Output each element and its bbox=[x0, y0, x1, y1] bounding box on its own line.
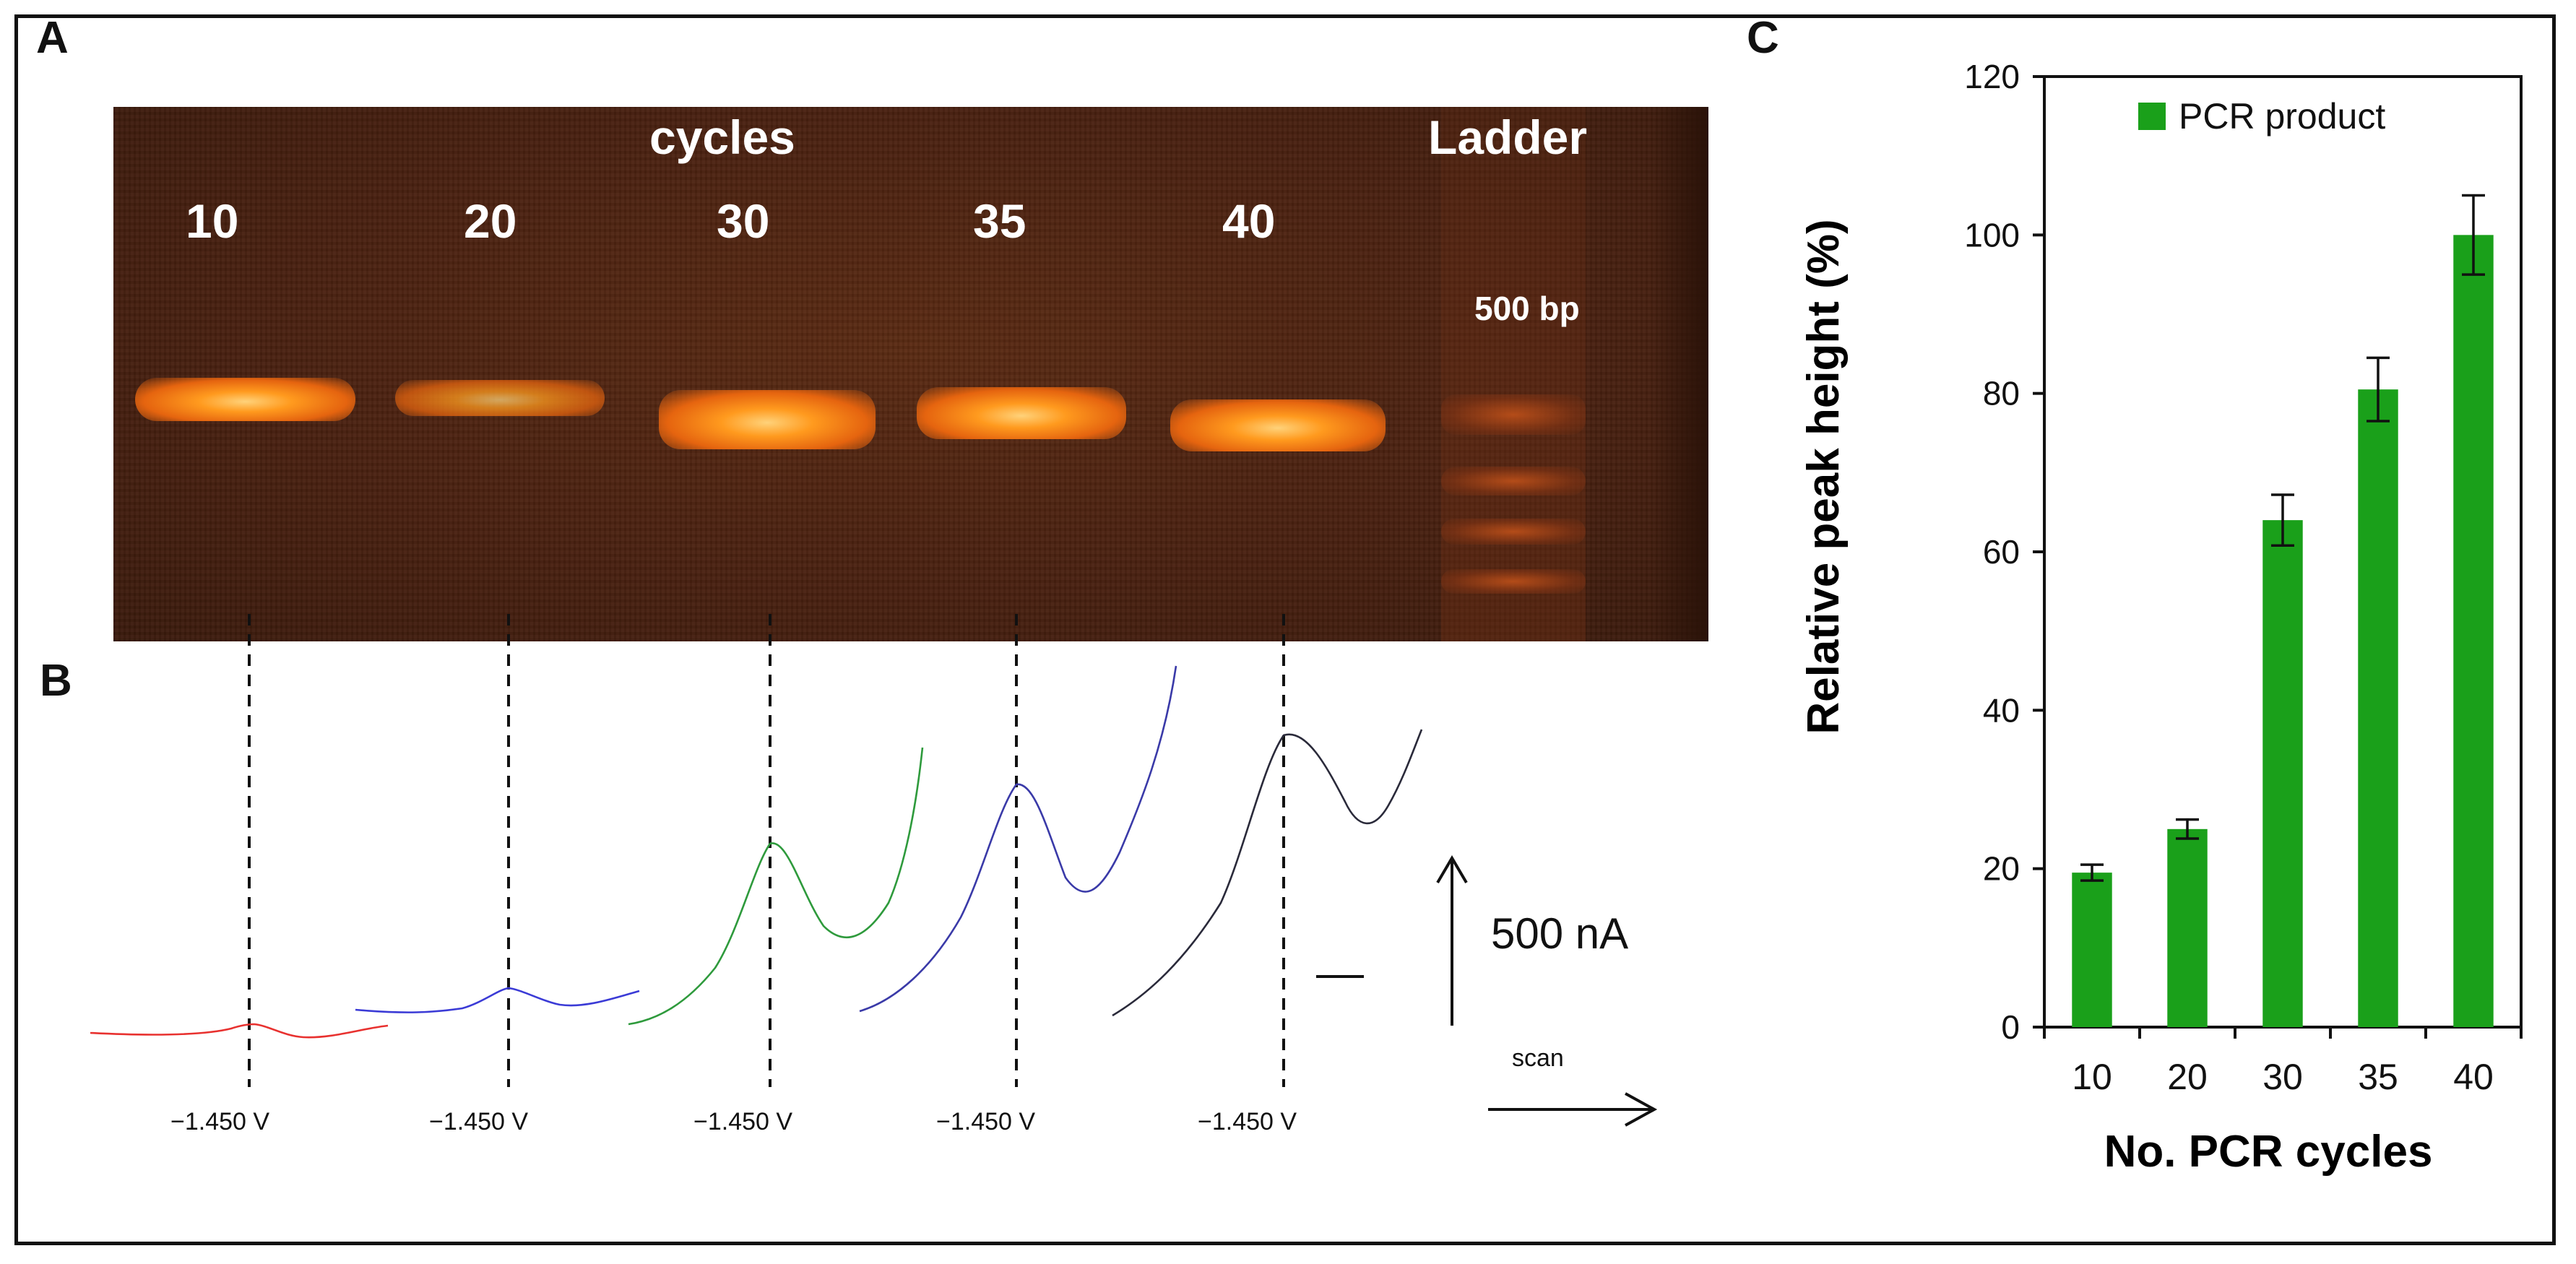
scale-bar-arrowhead bbox=[1436, 855, 1468, 884]
voltammogram-trace bbox=[628, 747, 924, 1026]
voltammogram-trace bbox=[355, 987, 640, 1013]
gel-edge bbox=[1651, 107, 1708, 641]
ladder-band bbox=[1441, 569, 1586, 594]
gel-band bbox=[917, 387, 1126, 439]
bar bbox=[2167, 828, 2208, 1027]
bar bbox=[2453, 235, 2494, 1027]
ladder-lane bbox=[1441, 107, 1586, 641]
ladder-band bbox=[1441, 394, 1586, 435]
scan-arrowhead bbox=[1625, 1092, 1658, 1127]
gel-band bbox=[135, 378, 355, 421]
scan-direction-label: scan bbox=[1512, 1044, 1564, 1072]
y-tick-label: 80 bbox=[1983, 375, 2020, 412]
legend-label: PCR product bbox=[2179, 96, 2385, 137]
y-tick-label: 20 bbox=[1983, 850, 2020, 888]
figure-frame bbox=[14, 14, 2556, 1245]
lane-label: 40 bbox=[1222, 194, 1276, 248]
panel-b-label: B bbox=[40, 656, 72, 706]
ladder-marker-label: 500 bp bbox=[1474, 290, 1580, 327]
gel-cycles-label: cycles bbox=[649, 111, 795, 164]
lane-label: 35 bbox=[973, 194, 1026, 248]
x-axis-title: No. PCR cycles bbox=[2104, 1127, 2433, 1177]
voltammogram-trace bbox=[859, 665, 1177, 1013]
peak-potential-label: −1.450 V bbox=[1198, 1108, 1297, 1135]
gel-ladder-label: Ladder bbox=[1428, 111, 1588, 164]
voltammogram-trace bbox=[90, 1023, 389, 1039]
gel-band bbox=[1170, 399, 1386, 451]
x-tick-label: 30 bbox=[2262, 1057, 2303, 1097]
bar bbox=[2358, 389, 2398, 1027]
y-tick-label: 40 bbox=[1983, 691, 2020, 729]
scale-bar-label: 500 nA bbox=[1491, 909, 1629, 958]
gel-band bbox=[659, 390, 876, 449]
voltammetry-traces bbox=[90, 614, 1658, 1127]
legend-swatch bbox=[2138, 103, 2166, 130]
ladder-band bbox=[1441, 519, 1586, 545]
y-tick-label: 100 bbox=[1964, 216, 2020, 254]
x-tick-label: 40 bbox=[2453, 1057, 2494, 1097]
x-tick-label: 10 bbox=[2072, 1057, 2112, 1097]
panel-c-label: C bbox=[1747, 13, 1779, 63]
x-tick-label: 20 bbox=[2167, 1057, 2208, 1097]
peak-potential-label: −1.450 V bbox=[170, 1108, 270, 1135]
gel-band bbox=[395, 380, 605, 416]
ladder-band bbox=[1441, 467, 1586, 495]
y-tick-label: 60 bbox=[1983, 533, 2020, 571]
lane-label: 30 bbox=[717, 194, 770, 248]
y-axis-title: Relative peak height (%) bbox=[1799, 219, 1849, 734]
peak-potential-label: −1.450 V bbox=[693, 1108, 793, 1135]
voltammogram-trace bbox=[1112, 729, 1423, 1017]
panel-a-label: A bbox=[36, 13, 69, 63]
x-tick-label: 35 bbox=[2358, 1057, 2398, 1097]
bar bbox=[2262, 520, 2303, 1027]
pcr-bar-chart: 0 20 40 60 80 100 120 10 20 30 35 40 PCR product Re… bbox=[1799, 58, 2523, 1177]
lane-label: 10 bbox=[186, 194, 239, 248]
y-tick-label: 0 bbox=[2001, 1008, 2020, 1046]
voltammetry-panel: −1.450 V −1.450 V −1.450 V −1.450 V −1.4… bbox=[90, 614, 1658, 1135]
bar bbox=[2072, 873, 2112, 1027]
peak-potential-label: −1.450 V bbox=[936, 1108, 1036, 1135]
lane-label: 20 bbox=[464, 194, 517, 248]
y-tick-label: 120 bbox=[1964, 58, 2020, 95]
peak-potential-label: −1.450 V bbox=[429, 1108, 529, 1135]
gel-texture bbox=[113, 107, 1708, 641]
gel-image: cycles Ladder 500 bp 10 20 30 35 40 bbox=[113, 107, 1708, 641]
